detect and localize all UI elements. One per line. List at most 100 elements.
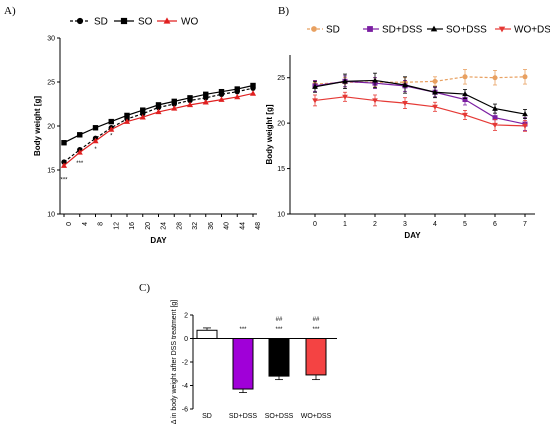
a-point-SO (61, 140, 67, 146)
a-xtick-label: 8 (98, 222, 105, 226)
a-point-SO (140, 107, 146, 113)
c-ytick-label: -6 (182, 407, 188, 414)
a-ytick-label: 10 (47, 212, 55, 219)
b-point-SD (432, 78, 438, 84)
a-significance-mark: * (94, 147, 97, 153)
a-point-WO (60, 162, 68, 168)
b-ytick-label: 15 (277, 166, 285, 173)
a-ytick-label: 15 (47, 168, 55, 175)
a-point-WO (139, 113, 146, 120)
a-point-WO (171, 105, 178, 111)
a-legend-marker (163, 17, 171, 24)
c-significance-mark: *** (239, 327, 247, 333)
b-legend-marker (311, 26, 317, 32)
a-point-WO (76, 149, 83, 155)
b-xtick-label: 4 (433, 221, 437, 228)
a-legend-marker (76, 17, 84, 25)
c-ytick-label: -4 (182, 383, 188, 390)
c-ylabel: Δ in body weight after DSS treatment [g] (171, 300, 178, 425)
b-legend-marker (367, 26, 373, 32)
a-xtick-label: 48 (255, 222, 262, 230)
b-legend-marker (498, 26, 506, 33)
b-ytick-label: 20 (277, 121, 285, 128)
a-point-WO (155, 108, 162, 115)
b-point-SO+DSS (372, 77, 378, 83)
a-point-WO (108, 126, 115, 132)
a-point-SO (92, 125, 99, 131)
b-xtick-label: 2 (373, 221, 377, 228)
a-xtick-label: 36 (208, 222, 215, 230)
a-xtick-label: 12 (113, 222, 120, 230)
c-xtick-label: WO+DSS (301, 413, 332, 420)
b-point-WO+DSS (432, 104, 438, 110)
b-ytick-label: 25 (277, 75, 285, 82)
b-ylabel: Body weight [g] (265, 104, 274, 164)
b-xtick-label: 6 (493, 221, 497, 228)
a-legend-label: SO (138, 17, 153, 28)
a-point-SO (77, 132, 83, 138)
b-legend-label: SD (326, 25, 340, 36)
c-significance-mark: *** (312, 327, 320, 333)
b-point-SO+DSS (462, 91, 468, 97)
b-legend-label: WO+DSS (514, 25, 550, 36)
a-point-WO (92, 137, 99, 144)
a-xlabel: DAY (150, 236, 167, 245)
a-xtick-label: 24 (161, 222, 168, 230)
a-xtick-label: 40 (224, 222, 231, 230)
a-point-WO (186, 101, 194, 108)
a-xtick-label: 4 (82, 222, 89, 226)
b-series-line-SD (314, 76, 526, 85)
b-point-SD (522, 74, 528, 80)
b-legend-label: SD+DSS (382, 25, 423, 36)
c-significance-mark: *** (275, 327, 283, 333)
a-point-WO (202, 99, 209, 105)
a-point-SO (250, 82, 256, 89)
a-xtick-label: 32 (192, 222, 199, 230)
b-xlabel: DAY (404, 231, 421, 240)
a-point-SO (218, 88, 225, 95)
b-point-WO+DSS (522, 123, 528, 129)
b-point-SD+DSS (492, 115, 498, 121)
b-point-SO+DSS (432, 89, 438, 95)
b-xtick-label: 3 (403, 221, 407, 228)
c-significance-mark-2: ## (313, 317, 320, 323)
a-point-SO (203, 91, 209, 98)
b-xtick-label: 0 (313, 221, 317, 228)
c-xtick-label: SO+DSS (265, 413, 294, 420)
a-point-SO (108, 118, 114, 125)
b-point-SD (462, 74, 468, 80)
b-point-SO+DSS (522, 111, 528, 117)
b-point-SO+DSS (312, 83, 318, 89)
a-ytick-label: 30 (47, 36, 55, 43)
panel-label-2: C) (139, 282, 150, 294)
b-xtick-label: 7 (523, 221, 527, 228)
b-series-line-SO+DSS (314, 79, 526, 115)
c-ytick-label: 0 (184, 336, 188, 343)
a-xtick-label: 0 (66, 222, 73, 226)
a-point-WO (218, 96, 225, 102)
b-point-WO+DSS (462, 112, 468, 118)
c-xtick-label: SD (202, 413, 212, 420)
b-xtick-label: 1 (343, 221, 347, 228)
b-point-WO+DSS (372, 98, 378, 104)
c-ytick-label: 2 (184, 313, 188, 320)
b-series-line-WO+DSS (314, 96, 526, 127)
a-legend-marker (120, 17, 128, 25)
a-point-SO (234, 86, 240, 92)
b-xtick-label: 5 (463, 221, 467, 228)
a-xtick-label: 20 (145, 222, 152, 230)
b-point-SO+DSS (342, 78, 348, 84)
a-legend-label: WO (181, 17, 198, 28)
panel-label-0: A) (4, 5, 16, 17)
a-point-SO (187, 95, 193, 101)
a-significance-mark: *** (60, 178, 68, 184)
a-xtick-label: 28 (176, 222, 183, 230)
b-point-WO+DSS (402, 101, 408, 107)
c-significance-mark-2: ## (276, 317, 283, 323)
a-ytick-label: 25 (47, 80, 55, 87)
c-bar-WO+DSS (305, 338, 327, 376)
b-ytick-label: 10 (277, 212, 285, 219)
panel-label-1: B) (278, 5, 289, 17)
b-point-SO+DSS (492, 105, 498, 111)
